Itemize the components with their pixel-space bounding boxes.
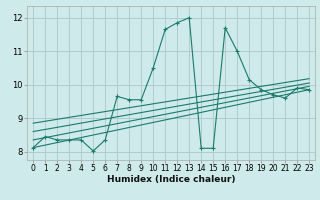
- X-axis label: Humidex (Indice chaleur): Humidex (Indice chaleur): [107, 175, 236, 184]
